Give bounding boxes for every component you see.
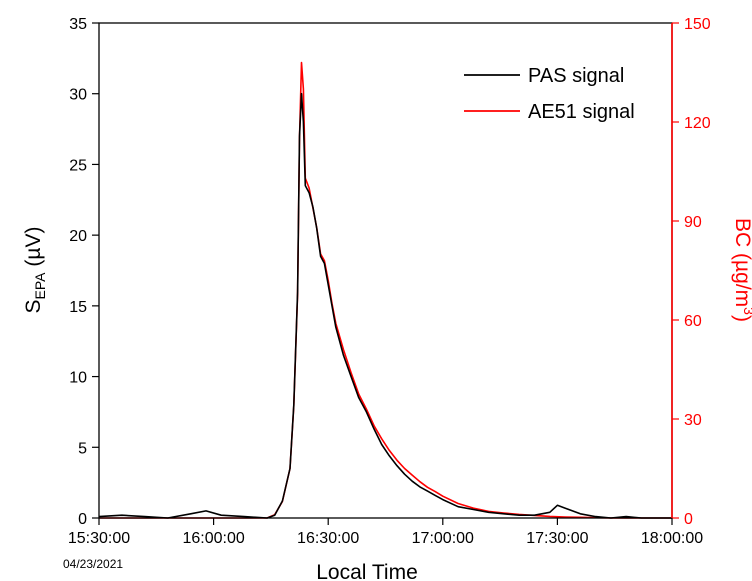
axis-layer: 0 5 10 15 20 25 30 35 0 30 60 90 120 150 15:30:00 16:00… [68,16,711,547]
date-label: 04/23/2021 [63,557,123,571]
legend: PAS signal AE51 signal [464,65,635,123]
y-axis-title-left-sub: EPA [32,272,48,300]
y-axis-title-right-rest: ) [731,315,752,322]
pas-signal-line [98,92,672,519]
y-left-tick-label: 25 [69,157,87,174]
y-axis-title-right: BC (µg/m3) [731,218,752,322]
x-tick-label: 17:30:00 [526,530,588,547]
y-axis-title-left-main: S [22,299,45,313]
series-layer [98,61,672,519]
x-tick-label: 16:30:00 [297,530,359,547]
y-left-tick-label: 15 [69,299,87,316]
y-right-tick-label: 90 [684,214,702,231]
x-tick-label: 18:00:00 [641,530,703,547]
y-left-tick-label: 20 [69,228,87,245]
y-axis-title-right-main: BC (µg/m [731,218,752,307]
y-right-tick-label: 60 [684,313,702,330]
legend-label-ae51: AE51 signal [528,101,635,123]
y-right-tick-label: 0 [684,511,693,528]
y-left-tick-label: 0 [78,511,87,528]
legend-label-pas: PAS signal [528,65,624,87]
y-right-tick-label: 30 [684,412,702,429]
y-axis-title-left: SEPA (µV) [22,227,48,314]
y-left-tick-label: 30 [69,87,87,104]
y-left-tick-label: 5 [78,440,87,457]
x-tick-label: 17:00:00 [412,530,474,547]
y-axis-title-left-rest: (µV) [22,227,45,273]
x-axis-title: Local Time [316,561,418,581]
y-left-tick-label: 35 [69,16,87,33]
y-left-tick-label: 10 [69,370,87,387]
x-tick-label: 16:00:00 [182,530,244,547]
y-right-tick-label: 150 [684,16,711,33]
y-axis-title-right-sup: 3 [741,307,752,315]
y-right-tick-label: 120 [684,115,711,132]
x-tick-label: 15:30:00 [68,530,130,547]
